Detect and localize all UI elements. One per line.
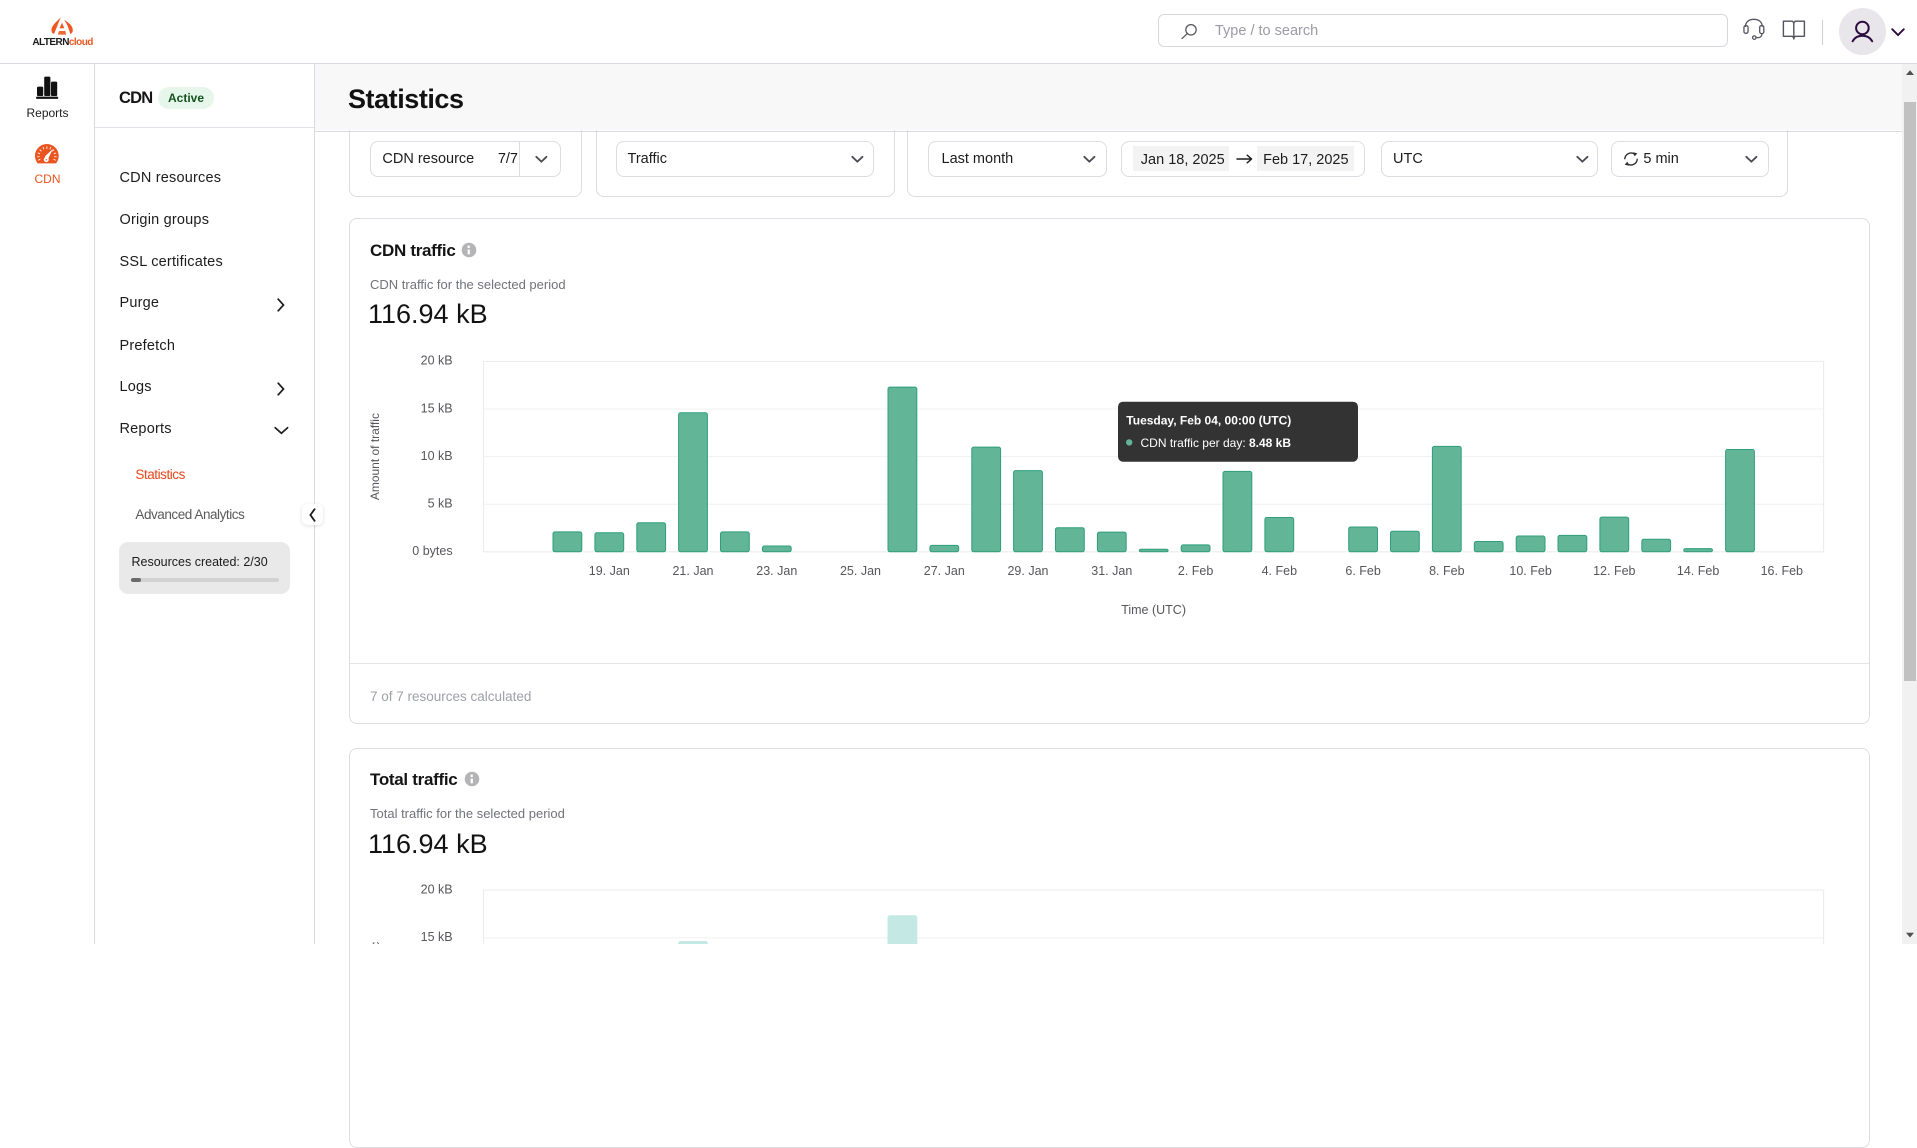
- svg-text:15 kB: 15 kB: [421, 930, 453, 944]
- svg-text:20 kB: 20 kB: [421, 882, 453, 896]
- svg-text:5 kB: 5 kB: [428, 497, 453, 511]
- svg-text:Tuesday, Feb 04, 00:00 (UTC): Tuesday, Feb 04, 00:00 (UTC): [1126, 414, 1291, 428]
- svg-text:21. Jan: 21. Jan: [672, 564, 713, 578]
- svg-text:25. Jan: 25. Jan: [840, 564, 881, 578]
- svg-text:4. Feb: 4. Feb: [1262, 564, 1297, 578]
- svg-text:14. Feb: 14. Feb: [1677, 564, 1719, 578]
- svg-text:23. Jan: 23. Jan: [756, 564, 797, 578]
- svg-text:19. Jan: 19. Jan: [589, 564, 630, 578]
- svg-text:20 kB: 20 kB: [421, 354, 453, 368]
- svg-text:12. Feb: 12. Feb: [1593, 564, 1635, 578]
- svg-text:Amount of traffic: Amount of traffic: [368, 413, 382, 500]
- svg-text:6. Feb: 6. Feb: [1345, 564, 1380, 578]
- svg-text:15 kB: 15 kB: [421, 401, 453, 415]
- svg-text:27. Jan: 27. Jan: [924, 564, 965, 578]
- svg-text:31. Jan: 31. Jan: [1091, 564, 1132, 578]
- svg-text:10. Feb: 10. Feb: [1509, 564, 1551, 578]
- svg-text:29. Jan: 29. Jan: [1007, 564, 1048, 578]
- svg-text:CDN traffic per day: 8.48 kB: CDN traffic per day: 8.48 kB: [1141, 436, 1292, 450]
- svg-text:16. Feb: 16. Feb: [1761, 564, 1803, 578]
- svg-text:2. Feb: 2. Feb: [1178, 564, 1213, 578]
- svg-text:8. Feb: 8. Feb: [1429, 564, 1464, 578]
- svg-text:Time (UTC): Time (UTC): [1121, 603, 1186, 617]
- svg-text:Amount of traffic: Amount of traffic: [368, 942, 382, 944]
- svg-text:0 bytes: 0 bytes: [412, 544, 452, 558]
- svg-text:10 kB: 10 kB: [421, 449, 453, 463]
